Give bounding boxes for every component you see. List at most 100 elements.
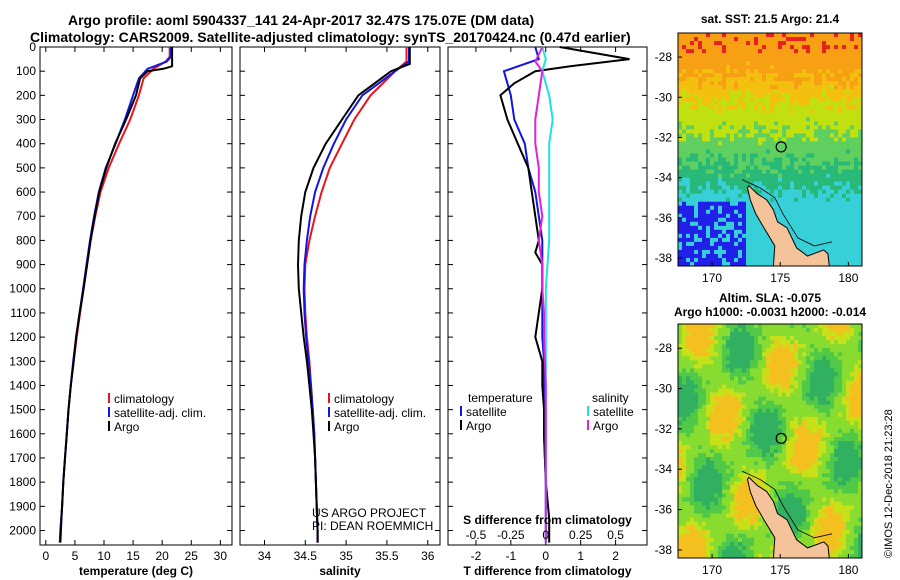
- sst-map-cell: [706, 225, 711, 231]
- sst-map-cell: [706, 173, 711, 178]
- sst-map-cell: [770, 185, 775, 190]
- sst-map-cell: [738, 157, 743, 162]
- sst-map-cell: [846, 193, 851, 199]
- sst-map-cell: [730, 65, 735, 70]
- sst-map-cell: [838, 105, 843, 110]
- sla-map-cell: [722, 376, 727, 381]
- sla-map-cell: [686, 428, 691, 434]
- sst-map-cell: [722, 221, 727, 227]
- sst-map-cell: [814, 113, 819, 118]
- sst-map-cell: [822, 37, 827, 42]
- sst-map-cell: [742, 221, 747, 227]
- sst-map-cell: [802, 185, 807, 190]
- sst-map-cell: [766, 85, 771, 90]
- sla-map-cell: [842, 481, 847, 486]
- sst-map-cell: [682, 253, 687, 259]
- sst-map-cell: [806, 225, 811, 231]
- sla-map-cell: [850, 489, 855, 494]
- sla-map-cell: [846, 340, 851, 345]
- sst-map-cell: [694, 141, 699, 146]
- sst-map-cell: [722, 173, 727, 178]
- sst-map-cell: [826, 41, 831, 46]
- sst-map-cell: [702, 113, 707, 118]
- sst-map-cell: [690, 229, 695, 235]
- sst-map-cell: [750, 45, 755, 50]
- sst-map-cell: [750, 161, 755, 166]
- sla-map-cell: [850, 380, 855, 385]
- sla-map-cell: [722, 509, 727, 514]
- sla-map-cell: [766, 461, 771, 466]
- sla-map-cell: [786, 408, 791, 414]
- sla-map-cell: [742, 465, 747, 470]
- sst-map-cell: [726, 173, 731, 178]
- sst-map-cell: [834, 89, 839, 94]
- sst-map-cell: [858, 85, 863, 90]
- sst-map-cell: [690, 153, 695, 158]
- sla-map-cell: [762, 376, 767, 381]
- sst-map-cell: [710, 137, 715, 142]
- sst-map-cell: [750, 77, 755, 82]
- sst-map-cell: [850, 201, 855, 207]
- sst-map-cell: [710, 113, 715, 118]
- sst-map-cell: [786, 145, 791, 150]
- sla-map-cell: [730, 408, 735, 414]
- sla-map-cell: [818, 412, 823, 418]
- sla-map-cell: [822, 461, 827, 466]
- sla-map-cell: [762, 477, 767, 482]
- sla-map-cell: [826, 376, 831, 381]
- sst-map-cell: [742, 253, 747, 259]
- sst-map-cell: [830, 41, 835, 46]
- sla-map-cell: [726, 424, 731, 430]
- sst-map-cell: [722, 205, 727, 211]
- sst-map-cell: [830, 149, 835, 154]
- sst-map-cell: [742, 205, 747, 211]
- sst-map-cell: [842, 193, 847, 199]
- sst-map-cell: [746, 93, 751, 98]
- sla-map-cell: [854, 408, 859, 414]
- sst-map-cell: [706, 153, 711, 158]
- sla-map-cell: [730, 457, 735, 462]
- sla-map-cell: [774, 356, 779, 361]
- sst-map-cell: [770, 53, 775, 58]
- sla-map-cell: [822, 453, 827, 458]
- sla-map-cell: [814, 449, 819, 454]
- sst-map-cell: [738, 37, 743, 42]
- sst-map-cell: [710, 229, 715, 235]
- sla-map-cell: [838, 449, 843, 454]
- sla-map-cell: [846, 392, 851, 397]
- sla-map-cell: [826, 388, 831, 393]
- sst-map-cell: [722, 217, 727, 223]
- sst-map-cell: [774, 57, 779, 62]
- sst-map-cell: [778, 53, 783, 58]
- sla-map-cell: [710, 352, 715, 357]
- sst-map-cell: [702, 57, 707, 62]
- sst-map-cell: [730, 225, 735, 231]
- sla-map-cell: [694, 428, 699, 434]
- sst-map-cell: [774, 89, 779, 94]
- sst-map-cell: [734, 205, 739, 211]
- sla-map-cell: [798, 441, 803, 446]
- sla-map-cell: [690, 392, 695, 397]
- sla-map-cell: [846, 509, 851, 514]
- sla-map-cell: [790, 493, 795, 498]
- sst-map-cell: [734, 133, 739, 138]
- sst-map-cell: [746, 165, 751, 170]
- sst-map-cell: [686, 157, 691, 162]
- sla-map-cell: [738, 368, 743, 373]
- sla-map-cell: [710, 340, 715, 345]
- sla-map-cell: [810, 340, 815, 345]
- sst-map-cell: [838, 173, 843, 178]
- sst-map-cell: [854, 65, 859, 70]
- sla-map-cell: [762, 392, 767, 397]
- sla-map-cell: [754, 372, 759, 377]
- sla-map-cell: [742, 477, 747, 482]
- sst-map-cell: [814, 77, 819, 82]
- sst-map-cell: [850, 241, 855, 247]
- sst-map-cell: [854, 153, 859, 158]
- sst-map-cell: [770, 165, 775, 170]
- sst-map-cell: [778, 193, 783, 199]
- sst-map-cell: [686, 37, 691, 42]
- sst-map-cell: [826, 33, 831, 38]
- sla-map-cell: [686, 477, 691, 482]
- sst-map-cell: [746, 45, 751, 50]
